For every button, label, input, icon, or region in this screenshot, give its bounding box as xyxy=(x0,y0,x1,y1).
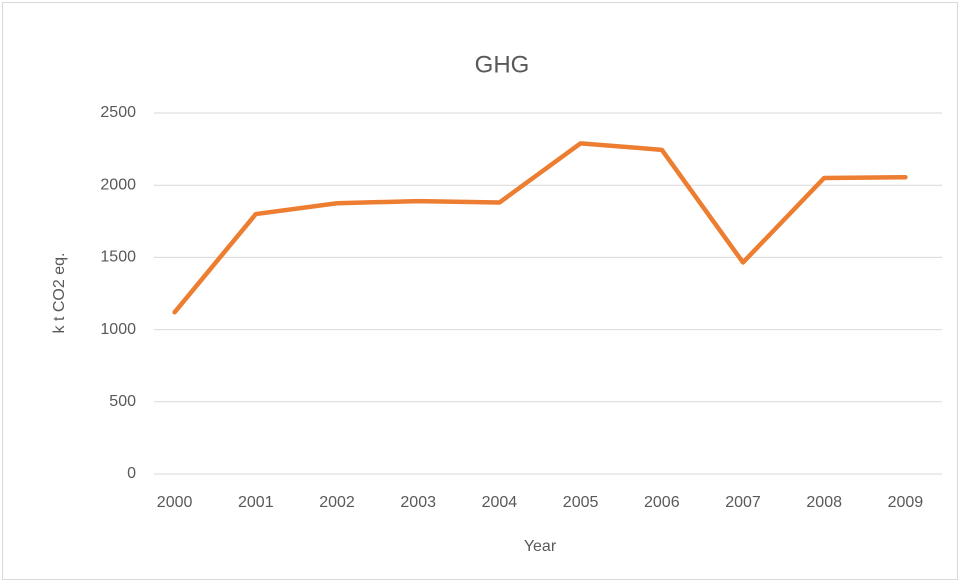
x-tick-label: 2002 xyxy=(319,494,355,511)
y-tick-label: 1500 xyxy=(100,249,136,266)
x-tick-label: 2000 xyxy=(157,494,193,511)
chart-title: GHG xyxy=(475,51,530,78)
y-axis-title: k t CO2 eq. xyxy=(51,253,68,334)
y-tick-label: 2000 xyxy=(100,176,136,193)
data-line xyxy=(172,141,908,315)
x-tick-label: 2005 xyxy=(563,494,599,511)
x-tick-label: 2001 xyxy=(238,494,274,511)
y-tick-label: 500 xyxy=(109,393,136,410)
y-tick-label: 1000 xyxy=(100,321,136,338)
x-tick-label: 2008 xyxy=(806,494,842,511)
x-tick-label: 2004 xyxy=(482,494,518,511)
x-tick-label: 2009 xyxy=(888,494,924,511)
y-tick-label: 0 xyxy=(127,465,136,482)
x-tick-label: 2003 xyxy=(400,494,436,511)
x-tick-label: 2007 xyxy=(725,494,761,511)
x-axis-title: Year xyxy=(524,538,557,555)
y-tick-label: 2500 xyxy=(100,104,136,121)
x-tick-label: 2006 xyxy=(644,494,680,511)
